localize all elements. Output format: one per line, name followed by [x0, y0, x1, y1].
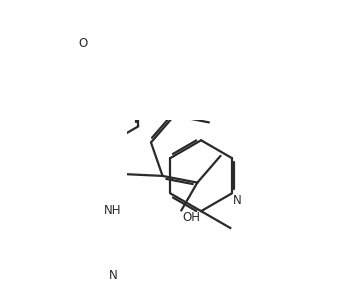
Text: N: N	[232, 194, 241, 207]
Text: OH: OH	[182, 211, 200, 224]
Text: NH: NH	[104, 204, 122, 217]
Text: O: O	[79, 36, 88, 50]
Text: N: N	[109, 269, 118, 282]
